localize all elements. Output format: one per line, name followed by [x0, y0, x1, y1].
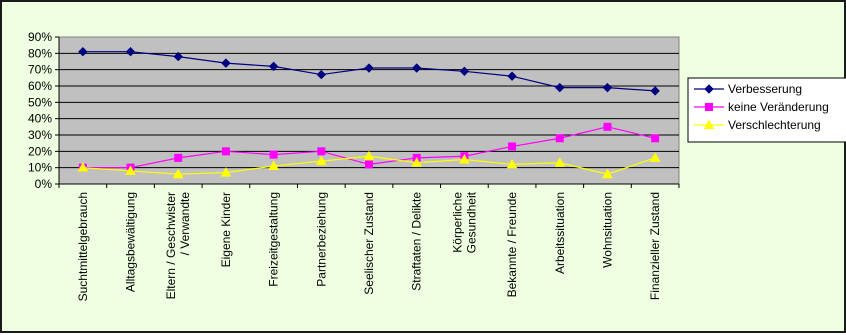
y-tick-label: 40%	[28, 112, 52, 126]
series-0	[78, 46, 660, 96]
data-point	[411, 63, 422, 73]
x-tick-label: Suchtmittelgebrauch	[76, 192, 90, 301]
data-point	[125, 46, 136, 57]
x-tick-label: Straftaten / Delikte	[410, 192, 424, 291]
y-tick-label: 80%	[28, 46, 52, 60]
y-tick-label: 30%	[28, 128, 52, 142]
data-point	[269, 150, 278, 159]
data-point	[315, 155, 327, 166]
data-point	[220, 167, 232, 177]
series-2	[77, 150, 661, 179]
x-tick-label: Bekannte / Freunde	[505, 192, 519, 298]
data-point	[317, 147, 326, 156]
gridlines	[59, 52, 679, 169]
x-tick-label: Arbeitssituation	[553, 192, 567, 274]
data-point	[221, 58, 231, 68]
data-point	[173, 51, 183, 62]
data-point	[459, 153, 470, 164]
x-tick-label: Eltern / Geschwister/ Verwandte	[164, 192, 192, 300]
x-tick-label: KörperlicheGesundheit	[450, 191, 478, 253]
legend-entry: Verbesserung	[694, 82, 802, 96]
x-tick-label: Seelischer Zustand	[362, 192, 376, 295]
legend: Verbesserung keine Veränderung Verschlecht…	[687, 77, 846, 143]
legend-marker	[705, 103, 713, 111]
legend-marker	[704, 84, 714, 94]
y-tick-labels: 0% 10% 20% 30% 40% 50% 60% 70% 80% 90%	[28, 30, 52, 191]
data-point	[77, 162, 89, 172]
data-point	[507, 71, 517, 81]
data-point	[555, 134, 564, 143]
x-tick-label: Freizeitgestaltung	[267, 192, 281, 287]
data-point	[554, 157, 566, 167]
data-point	[125, 165, 136, 175]
data-point	[365, 160, 373, 169]
x-tick-labels: Suchtmittelgebrauch Alltagsbewältigung Elt…	[76, 191, 662, 301]
y-tick-label: 90%	[28, 30, 52, 44]
axes	[55, 36, 680, 188]
legend-entry: Verschlechterung	[694, 118, 821, 132]
data-point	[651, 134, 660, 143]
data-point	[602, 168, 613, 179]
data-point	[364, 63, 374, 73]
data-point	[459, 66, 470, 77]
data-point	[268, 160, 279, 171]
legend-label: keine Veränderung	[728, 100, 829, 114]
data-point	[363, 150, 375, 161]
y-tick-label: 70%	[28, 63, 52, 77]
x-tick-label: Finanzieller Zustand	[648, 192, 662, 300]
data-point	[649, 152, 661, 162]
data-point	[508, 142, 517, 151]
data-point	[555, 82, 565, 93]
data-point	[506, 158, 518, 169]
data-point	[411, 157, 423, 167]
legend-label: Verschlechterung	[728, 118, 821, 132]
data-point	[268, 61, 279, 72]
x-tick-label: Partnerbeziehung	[314, 192, 328, 287]
y-tick-label: 20%	[28, 144, 52, 158]
y-tick-label: 60%	[28, 79, 52, 93]
series-lines	[77, 46, 661, 179]
data-point	[316, 69, 327, 80]
data-point	[221, 147, 230, 156]
data-point	[172, 168, 184, 179]
data-point	[174, 153, 183, 162]
data-point	[78, 46, 88, 57]
data-point	[603, 122, 612, 131]
data-point	[602, 82, 613, 93]
x-tick-label: Wohnsituation	[600, 192, 614, 268]
y-tick-label: 10%	[28, 161, 52, 175]
y-tick-label: 0%	[35, 177, 53, 191]
legend-entry: keine Veränderung	[694, 100, 829, 114]
x-tick-label: Alltagsbewältigung	[124, 192, 138, 292]
legend-marker	[703, 119, 715, 129]
data-point	[650, 86, 660, 96]
legend-label: Verbesserung	[728, 82, 802, 96]
x-tick-label: Eigene Kinder	[219, 192, 233, 267]
y-tick-label: 50%	[28, 95, 52, 109]
